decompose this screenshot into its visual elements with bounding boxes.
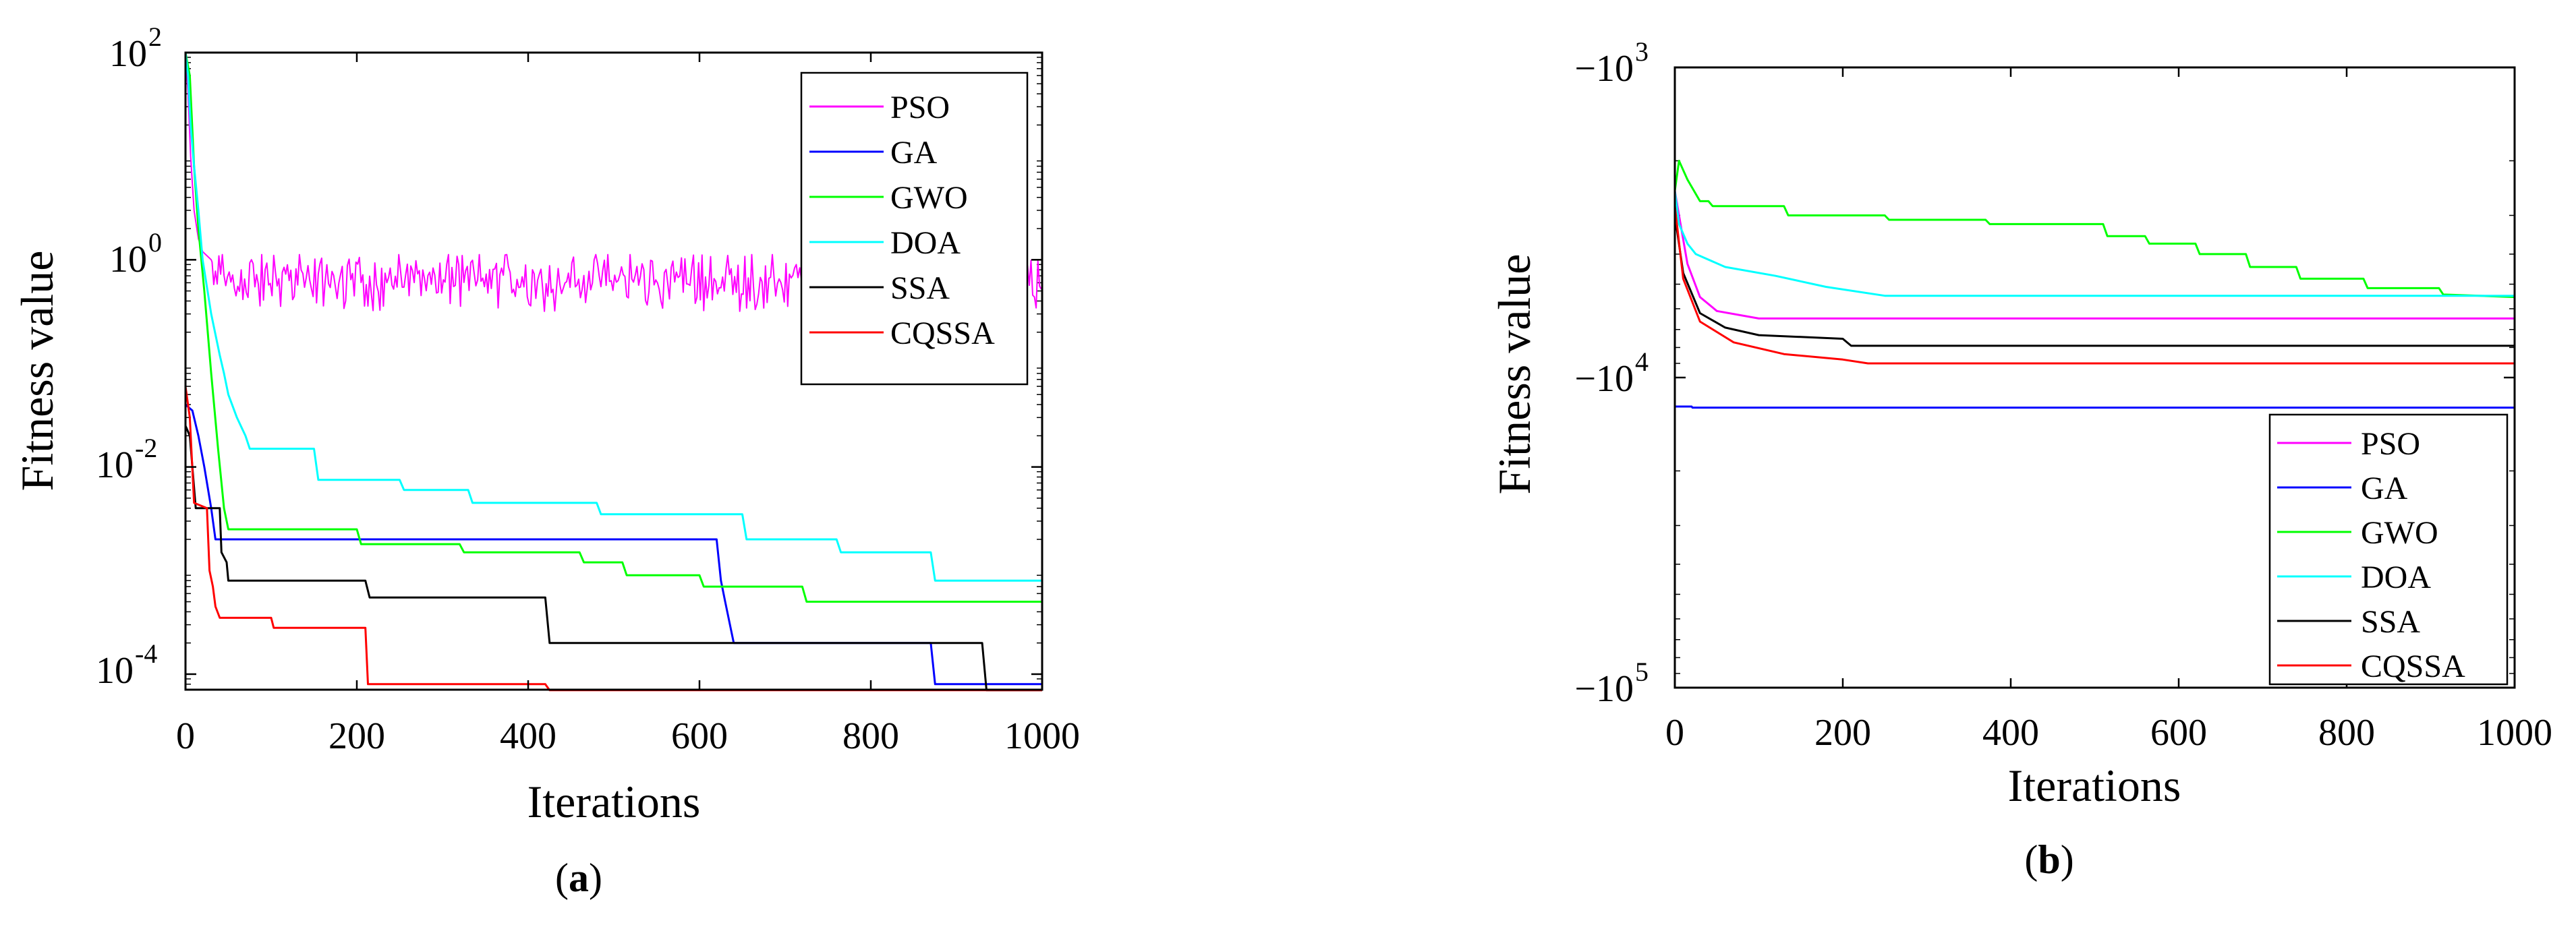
y-tick-label: −10 — [1574, 668, 1634, 710]
y-tick-exponent: 2 — [148, 22, 162, 52]
legend-label: GA — [2361, 471, 2408, 506]
x-tick-label: 800 — [842, 715, 899, 757]
chart-panel-a: 0 200 400 600 800 1000 10 2 10 0 10 -2 1… — [11, 22, 1080, 900]
y-tick-label: −10 — [1574, 358, 1634, 400]
series-line-pso — [1673, 190, 2515, 320]
y-tick-exponent: 0 — [148, 227, 162, 258]
legend-label: DOA — [890, 225, 961, 261]
series-line-gwo — [1673, 160, 2515, 299]
x-tick-label: 1000 — [2477, 712, 2552, 754]
series-line-ssa — [1673, 215, 2515, 347]
axis-ticks-a — [184, 51, 1043, 690]
y-tick-label: 10 — [96, 444, 134, 486]
legend-a: PSO GA GWO DOA SSA CQSSA — [800, 71, 1029, 386]
axes-box-a — [184, 51, 1043, 691]
axis-ticks-b — [1673, 66, 2516, 689]
x-tick-label: 600 — [671, 715, 728, 757]
y-tick-exponent: -2 — [135, 433, 157, 463]
y-tick-exponent: 3 — [1635, 36, 1649, 67]
y-tick-label: 10 — [96, 650, 134, 692]
y-tick-label: −10 — [1574, 48, 1634, 90]
series-lines-b — [1673, 160, 2515, 409]
series-lines-a — [184, 52, 1042, 692]
x-axis-label-a: Iterations — [527, 776, 701, 827]
series-line-cqssa — [1673, 206, 2515, 365]
x-tick-label: 400 — [1982, 712, 2039, 754]
legend-label: PSO — [2361, 426, 2420, 462]
x-tick-label: 200 — [328, 715, 385, 757]
panel-caption-b: (b) — [2024, 837, 2073, 882]
series-line-ssa — [184, 425, 1042, 692]
y-tick-label: 10 — [109, 33, 147, 75]
x-tick-label: 400 — [500, 715, 556, 757]
y-axis-label-b: Fitness value — [1489, 254, 1540, 495]
legend-label: SSA — [2361, 604, 2420, 640]
legend-label: GWO — [2361, 515, 2438, 551]
legend-label: CQSSA — [890, 316, 995, 351]
panel-caption-a: (a) — [555, 856, 602, 900]
legend-label: GA — [890, 135, 938, 171]
x-axis-label-b: Iterations — [2008, 760, 2181, 811]
series-line-doa — [184, 52, 1042, 582]
y-tick-exponent: -4 — [135, 638, 157, 669]
x-tick-label: 0 — [1665, 712, 1684, 754]
series-line-doa — [1673, 190, 2515, 297]
x-tick-label: 0 — [176, 715, 195, 757]
y-tick-exponent: 5 — [1635, 657, 1649, 687]
series-line-cqssa — [184, 386, 1042, 692]
legend-label: SSA — [890, 270, 950, 306]
legend-b: PSO GA GWO DOA SSA CQSSA — [2268, 413, 2509, 686]
x-tick-label: 800 — [2318, 712, 2375, 754]
legend-label: PSO — [890, 90, 950, 125]
y-axis-label-a: Fitness value — [11, 251, 63, 491]
x-tick-label: 1000 — [1004, 715, 1080, 757]
y-tick-exponent: 4 — [1635, 347, 1649, 377]
legend-label: DOA — [2361, 560, 2431, 595]
legend-box-b — [2268, 413, 2509, 686]
y-tick-label: 10 — [109, 239, 147, 280]
x-tick-label: 600 — [2150, 712, 2207, 754]
legend-label: GWO — [890, 180, 968, 216]
x-tick-label: 200 — [1814, 712, 1871, 754]
chart-panel-b: 0 200 400 600 800 1000 −10 3 −10 4 −10 5… — [1489, 36, 2552, 882]
series-line-gwo — [184, 52, 1042, 603]
series-line-ga — [1675, 405, 2515, 409]
legend-label: CQSSA — [2361, 649, 2465, 684]
